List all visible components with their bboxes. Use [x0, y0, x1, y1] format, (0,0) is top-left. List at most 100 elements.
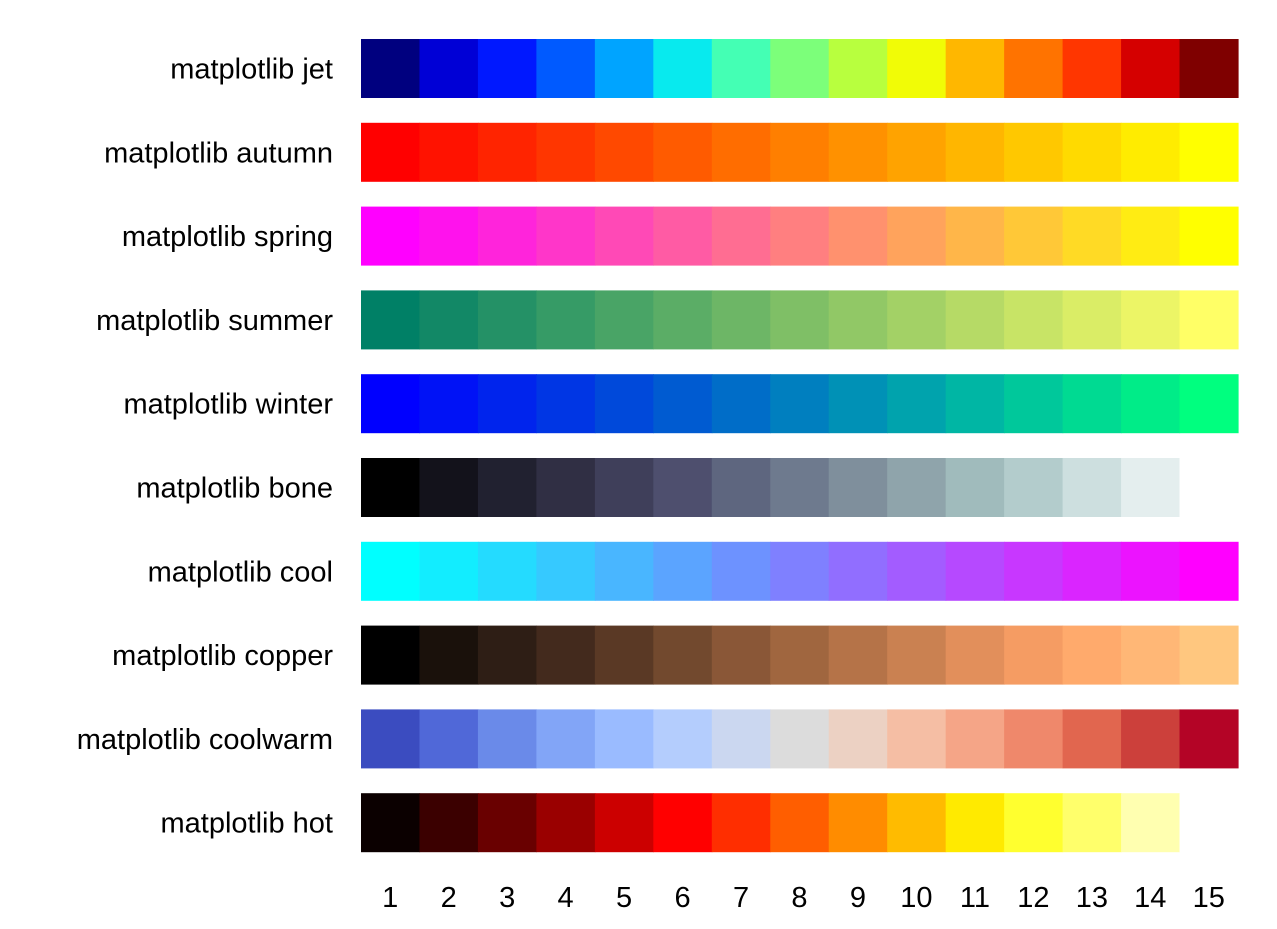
color-cell: [1179, 793, 1239, 853]
color-cell: [536, 290, 596, 350]
colormap-row: matplotlib copper: [112, 625, 1239, 685]
color-cell: [536, 374, 596, 434]
colormap-row: matplotlib autumn: [104, 122, 1239, 182]
colormap-row: matplotlib winter: [123, 374, 1239, 434]
color-cell: [945, 290, 1005, 350]
color-cell: [945, 625, 1005, 685]
color-cell: [945, 39, 1005, 98]
colormap-row: matplotlib bone: [136, 458, 1239, 517]
color-cell: [653, 39, 713, 98]
color-cell: [477, 709, 537, 769]
color-cell: [1179, 206, 1239, 266]
color-cell: [653, 793, 713, 853]
row-label: matplotlib jet: [170, 54, 333, 86]
color-cell: [1121, 374, 1181, 434]
color-cell: [1004, 793, 1064, 853]
color-cell: [1062, 793, 1122, 853]
color-cell: [828, 541, 888, 601]
color-cell: [1179, 458, 1239, 517]
color-cell: [945, 793, 1005, 853]
color-cell: [1004, 39, 1064, 98]
color-cell: [770, 39, 830, 98]
color-cell: [770, 374, 830, 434]
color-cell: [536, 458, 596, 517]
color-cell: [653, 709, 713, 769]
color-cell: [711, 793, 771, 853]
color-cell: [536, 541, 596, 601]
color-cell: [594, 625, 654, 685]
x-tick-label: 15: [1193, 882, 1225, 914]
color-cell: [1062, 625, 1122, 685]
color-cell: [770, 793, 830, 853]
color-cell: [1121, 39, 1181, 98]
color-cell: [477, 290, 537, 350]
colormap-row: matplotlib summer: [96, 290, 1239, 350]
color-cell: [711, 206, 771, 266]
color-cell: [419, 793, 479, 853]
color-cell: [1179, 625, 1239, 685]
colormap-row: matplotlib hot: [161, 793, 1239, 853]
color-cell: [828, 374, 888, 434]
color-cell: [477, 374, 537, 434]
color-cell: [419, 709, 479, 769]
row-label: matplotlib hot: [161, 808, 334, 840]
color-cell: [828, 206, 888, 266]
color-cell: [1004, 290, 1064, 350]
color-cell: [594, 122, 654, 182]
color-cell: [361, 625, 421, 685]
color-cell: [1062, 206, 1122, 266]
x-tick-label: 10: [900, 882, 932, 914]
color-cell: [770, 541, 830, 601]
color-cell: [770, 122, 830, 182]
color-cell: [1062, 122, 1122, 182]
row-label: matplotlib autumn: [104, 137, 333, 169]
color-cell: [536, 709, 596, 769]
color-cell: [477, 625, 537, 685]
x-tick-label: 6: [674, 882, 690, 914]
color-cell: [419, 625, 479, 685]
color-cell: [653, 625, 713, 685]
color-cell: [711, 39, 771, 98]
color-cell: [419, 122, 479, 182]
color-cell: [945, 206, 1005, 266]
color-cell: [1121, 458, 1181, 517]
color-cell: [1004, 374, 1064, 434]
color-cell: [361, 122, 421, 182]
color-cell: [536, 39, 596, 98]
x-tick-label: 4: [558, 882, 574, 914]
x-tick-label: 9: [850, 882, 866, 914]
color-cell: [945, 541, 1005, 601]
x-tick-label: 13: [1076, 882, 1108, 914]
color-cell: [361, 206, 421, 266]
color-cell: [770, 290, 830, 350]
x-tick-label: 8: [791, 882, 807, 914]
color-cell: [653, 374, 713, 434]
x-tick-label: 11: [960, 882, 990, 914]
colormap-row: matplotlib jet: [170, 39, 1239, 98]
x-tick-label: 12: [1017, 882, 1049, 914]
color-cell: [887, 458, 947, 517]
color-cell: [1004, 458, 1064, 517]
color-cell: [419, 290, 479, 350]
color-cell: [536, 793, 596, 853]
x-tick-labels: 1 2 3 4 5 6 7 8 9 10 11 12 13 14 15: [382, 882, 1225, 914]
color-cell: [1062, 374, 1122, 434]
color-cell: [828, 625, 888, 685]
color-cell: [711, 625, 771, 685]
color-cell: [828, 122, 888, 182]
color-cell: [1062, 709, 1122, 769]
color-cell: [419, 206, 479, 266]
color-cell: [653, 541, 713, 601]
color-cell: [653, 458, 713, 517]
color-cell: [594, 458, 654, 517]
color-cell: [477, 39, 537, 98]
color-cell: [1062, 39, 1122, 98]
color-cell: [1179, 374, 1239, 434]
x-tick-label: 14: [1134, 882, 1166, 914]
color-cell: [477, 541, 537, 601]
color-cell: [653, 206, 713, 266]
x-tick-label: 7: [733, 882, 749, 914]
color-cell: [1004, 122, 1064, 182]
color-cell: [1121, 793, 1181, 853]
